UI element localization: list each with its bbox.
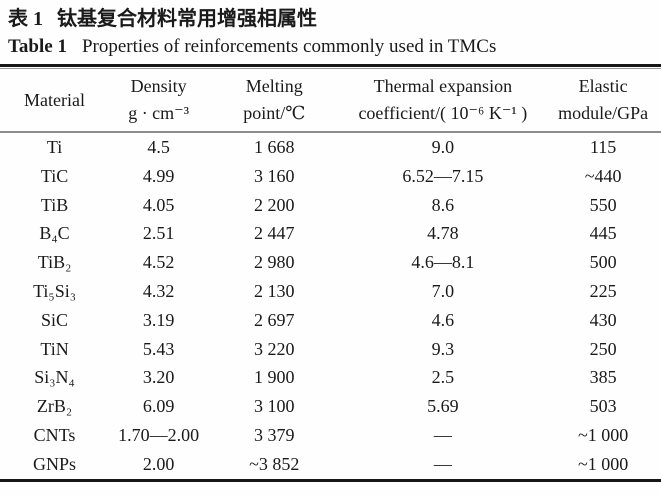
cell-material: TiC	[40, 165, 69, 186]
cell-elastic-module: ~1 000	[578, 424, 629, 445]
cell-melting-point: 3 379	[254, 424, 295, 445]
cell-melting-point: 3 100	[254, 396, 295, 417]
cell-material: B₄C	[39, 223, 70, 244]
cell-elastic-module: 225	[589, 280, 617, 301]
cell-thermal-expansion: 8.6	[431, 194, 455, 215]
table-header: Material Density g · cm⁻³ Melting point/…	[0, 69, 661, 133]
cell-elastic-module: 250	[589, 338, 617, 359]
cell-thermal-expansion: 5.69	[427, 396, 459, 417]
column-header-melting-line1: Melting	[245, 76, 303, 96]
cell-melting-point: 3 160	[254, 165, 295, 186]
column-header-density-line2: g · cm⁻³	[128, 103, 190, 123]
column-header-expansion-line2: coefficient/( 10⁻⁶ K⁻¹ )	[358, 103, 528, 123]
cell-thermal-expansion: 2.5	[431, 367, 455, 388]
cell-elastic-module: 430	[589, 309, 617, 330]
cell-material: GNPs	[33, 453, 77, 474]
cell-material: CNTs	[33, 424, 76, 445]
table-row: TiB 4.05 2 200 8.6 550	[0, 191, 661, 220]
table-caption-zh-label: 表 1	[8, 8, 43, 30]
table-row: Ti 4.5 1 668 9.0 115	[0, 132, 661, 162]
cell-density: 4.99	[142, 165, 175, 186]
cell-melting-point: 3 220	[254, 338, 295, 359]
cell-melting-point: 2 200	[254, 194, 295, 215]
table-header-row: Material Density g · cm⁻³ Melting point/…	[0, 69, 661, 133]
cell-material: Ti₅Si₃	[33, 280, 76, 301]
properties-table: Material Density g · cm⁻³ Melting point/…	[0, 69, 661, 482]
cell-thermal-expansion: 4.78	[427, 223, 459, 244]
cell-density: 2.00	[142, 453, 175, 474]
cell-melting-point: 2 980	[254, 252, 295, 273]
cell-thermal-expansion: 4.6—8.1	[411, 252, 475, 273]
column-header-elastic-module: Elastic module/GPa	[545, 69, 661, 133]
cell-melting-point: ~3 852	[249, 453, 300, 474]
column-header-density-line1: Density	[130, 76, 187, 96]
cell-density: 4.05	[142, 194, 175, 215]
cell-density: 3.19	[142, 309, 175, 330]
table-row: TiN 5.43 3 220 9.3 250	[0, 335, 661, 364]
cell-density: 4.5	[147, 137, 170, 157]
table-row: TiC 4.99 3 160 6.52—7.15 ~440	[0, 162, 661, 191]
cell-elastic-module: 503	[589, 396, 617, 417]
cell-melting-point: 1 668	[254, 137, 295, 157]
column-header-expansion-line1: Thermal expansion	[373, 76, 513, 96]
cell-density: 4.52	[142, 252, 175, 273]
cell-melting-point: 1 900	[254, 367, 295, 388]
cell-density: 6.09	[142, 396, 175, 417]
column-header-material: Material	[0, 69, 110, 133]
cell-density: 1.70—2.00	[118, 424, 200, 445]
table-body: Ti 4.5 1 668 9.0 115 TiC 4.99 3 160 6.52…	[0, 132, 661, 480]
cell-material: TiB₂	[37, 252, 72, 273]
cell-density: 3.20	[142, 367, 175, 388]
table-caption-en-label: Table 1	[8, 36, 67, 57]
cell-melting-point: 2 697	[254, 309, 295, 330]
table-row: SiC 3.19 2 697 4.6 430	[0, 306, 661, 335]
cell-material: SiC	[41, 309, 69, 330]
table-caption-en: Table 1 Properties of reinforcements comm…	[8, 34, 661, 60]
cell-thermal-expansion: 4.6	[431, 309, 455, 330]
cell-melting-point: 2 130	[254, 280, 295, 301]
cell-elastic-module: 385	[589, 367, 617, 388]
table-row: GNPs 2.00 ~3 852 — ~1 000	[0, 450, 661, 480]
column-header-elastic-line2: module/GPa	[558, 103, 649, 123]
cell-thermal-expansion: 6.52—7.15	[402, 165, 484, 186]
table-caption-zh: 表 1 钛基复合材料常用增强相属性	[8, 5, 661, 33]
table-row: ZrB₂ 6.09 3 100 5.69 503	[0, 392, 661, 421]
cell-material: ZrB₂	[36, 396, 73, 417]
table-row: TiB₂ 4.52 2 980 4.6—8.1 500	[0, 248, 661, 277]
column-header-material-label: Material	[24, 89, 86, 110]
cell-density: 4.32	[142, 280, 175, 301]
cell-elastic-module: 445	[589, 223, 617, 244]
column-header-melting-line2: point/℃	[243, 103, 306, 123]
cell-elastic-module: ~440	[584, 165, 622, 186]
table-row: B₄C 2.51 2 447 4.78 445	[0, 219, 661, 248]
table-caption: 表 1 钛基复合材料常用增强相属性 Table 1 Properties of re…	[0, 5, 661, 60]
table-row: Si₃N₄ 3.20 1 900 2.5 385	[0, 363, 661, 392]
cell-elastic-module: 115	[589, 137, 617, 157]
cell-melting-point: 2 447	[254, 223, 295, 244]
cell-material: Si₃N₄	[34, 367, 75, 388]
column-header-elastic-line1: Elastic	[578, 76, 628, 96]
table-top-rule	[0, 64, 661, 69]
cell-thermal-expansion: 9.3	[431, 338, 455, 359]
table-row: Ti₅Si₃ 4.32 2 130 7.0 225	[0, 277, 661, 306]
table-caption-zh-text: 钛基复合材料常用增强相属性	[57, 8, 317, 30]
cell-thermal-expansion: 9.0	[431, 137, 455, 157]
cell-material: TiN	[40, 338, 69, 359]
cell-material: TiB	[40, 194, 69, 215]
cell-thermal-expansion: —	[433, 424, 452, 445]
cell-elastic-module: 550	[589, 194, 617, 215]
cell-density: 5.43	[142, 338, 175, 359]
table-row: CNTs 1.70—2.00 3 379 — ~1 000	[0, 421, 661, 450]
cell-material: Ti	[46, 137, 63, 157]
cell-elastic-module: ~1 000	[578, 453, 629, 474]
column-header-density: Density g · cm⁻³	[109, 69, 209, 133]
table-caption-en-text: Properties of reinforcements commonly us…	[81, 36, 497, 57]
cell-elastic-module: 500	[589, 252, 617, 273]
column-header-melting-point: Melting point/℃	[208, 69, 341, 133]
cell-density: 2.51	[142, 223, 175, 244]
cell-thermal-expansion: —	[433, 453, 452, 474]
cell-thermal-expansion: 7.0	[431, 280, 455, 301]
column-header-thermal-expansion: Thermal expansion coefficient/( 10⁻⁶ K⁻¹…	[340, 69, 546, 133]
